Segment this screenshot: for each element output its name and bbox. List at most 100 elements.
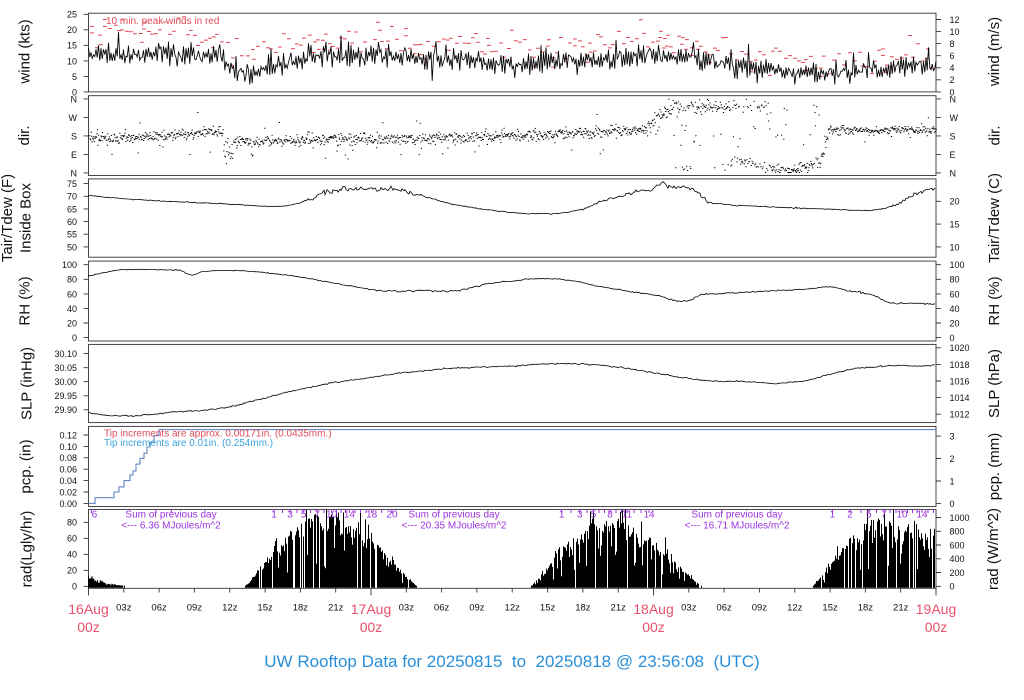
- svg-text:rad(Lgly/hr): rad(Lgly/hr): [19, 511, 36, 588]
- svg-text:RH (%): RH (%): [986, 276, 1003, 325]
- svg-text:800: 800: [950, 527, 965, 537]
- svg-text:40: 40: [950, 304, 960, 314]
- svg-text:10: 10: [950, 27, 960, 37]
- svg-text:<--- 16.71 MJoules/m^2: <--- 16.71 MJoules/m^2: [684, 521, 789, 532]
- svg-text:60: 60: [67, 217, 77, 227]
- svg-text:15z: 15z: [822, 603, 838, 614]
- svg-text:40: 40: [67, 304, 77, 314]
- svg-text:20: 20: [386, 510, 398, 521]
- svg-text:0.02: 0.02: [59, 487, 77, 497]
- svg-text:wind (m/s): wind (m/s): [986, 17, 1003, 87]
- svg-text:1: 1: [950, 476, 955, 486]
- svg-text:2: 2: [950, 454, 955, 464]
- svg-text:5: 5: [591, 510, 597, 521]
- svg-text:60: 60: [950, 289, 960, 299]
- svg-text:15z: 15z: [540, 603, 556, 614]
- svg-text:10: 10: [896, 510, 908, 521]
- svg-text:29.95: 29.95: [54, 391, 77, 401]
- svg-text:55: 55: [67, 230, 77, 240]
- svg-text:200: 200: [950, 568, 965, 578]
- svg-text:00z: 00z: [925, 619, 948, 635]
- svg-text:RH (%): RH (%): [17, 276, 34, 325]
- svg-text:18Aug: 18Aug: [633, 601, 673, 617]
- svg-text:00z: 00z: [77, 619, 100, 635]
- svg-text:12z: 12z: [505, 603, 521, 614]
- svg-text:06z: 06z: [151, 603, 167, 614]
- svg-text:7: 7: [881, 510, 887, 521]
- svg-text:20: 20: [67, 318, 77, 328]
- svg-text:<--- 6.36 MJoules/m^2: <--- 6.36 MJoules/m^2: [121, 521, 221, 532]
- svg-text:18z: 18z: [575, 603, 591, 614]
- svg-text:S: S: [950, 131, 956, 141]
- svg-text:Sum of previous day: Sum of previous day: [691, 510, 782, 521]
- svg-text:W: W: [950, 113, 959, 123]
- svg-text:14: 14: [916, 510, 928, 521]
- svg-text:<--- 20.35 MJoules/m^2: <--- 20.35 MJoules/m^2: [401, 521, 506, 532]
- svg-text:E: E: [71, 150, 77, 160]
- svg-text:12z: 12z: [787, 603, 803, 614]
- svg-text:8: 8: [950, 39, 955, 49]
- svg-text:20: 20: [950, 197, 960, 207]
- svg-text:3: 3: [577, 510, 583, 521]
- svg-text:14: 14: [344, 510, 356, 521]
- svg-text:N: N: [950, 168, 957, 178]
- svg-text:1014: 1014: [950, 393, 970, 403]
- svg-text:3: 3: [287, 510, 293, 521]
- svg-text:100: 100: [62, 260, 77, 270]
- svg-text:18: 18: [366, 510, 378, 521]
- svg-text:100: 100: [950, 260, 965, 270]
- svg-text:0.00: 0.00: [59, 499, 77, 509]
- svg-text:pcp. (in): pcp. (in): [18, 439, 35, 493]
- svg-text:80: 80: [67, 275, 77, 285]
- svg-text:1012: 1012: [950, 410, 970, 420]
- svg-text:UW Rooftop Data for 20250815: UW Rooftop Data for 20250815 to 20250818…: [264, 652, 759, 671]
- svg-text:75: 75: [67, 179, 77, 189]
- svg-text:4: 4: [950, 63, 955, 73]
- svg-text:N: N: [71, 94, 78, 104]
- svg-text:E: E: [950, 150, 956, 160]
- svg-text:S: S: [71, 131, 77, 141]
- svg-text:0.10: 0.10: [59, 442, 77, 452]
- svg-text:0: 0: [72, 333, 77, 343]
- svg-text:00z: 00z: [642, 619, 665, 635]
- svg-text:0: 0: [950, 582, 955, 592]
- svg-text:2: 2: [847, 510, 853, 521]
- svg-text:09z: 09z: [187, 603, 203, 614]
- svg-text:6: 6: [950, 51, 955, 61]
- svg-text:06z: 06z: [716, 603, 732, 614]
- svg-text:1: 1: [271, 510, 277, 521]
- svg-text:pcp. (mm): pcp. (mm): [986, 433, 1003, 501]
- svg-text:8: 8: [607, 510, 613, 521]
- svg-text:400: 400: [950, 554, 965, 564]
- svg-text:1000: 1000: [950, 513, 970, 523]
- svg-text:60: 60: [67, 289, 77, 299]
- svg-text:10: 10: [326, 510, 338, 521]
- svg-text:Sum of previous day: Sum of previous day: [125, 510, 216, 521]
- svg-text:1: 1: [830, 510, 836, 521]
- svg-text:14: 14: [643, 510, 655, 521]
- svg-text:11: 11: [622, 510, 633, 521]
- svg-text:10: 10: [950, 242, 960, 252]
- svg-text:3: 3: [950, 432, 955, 442]
- svg-text:10: 10: [67, 56, 77, 66]
- svg-text:21z: 21z: [893, 603, 909, 614]
- svg-text:80: 80: [950, 275, 960, 285]
- svg-text:rad (W/m^2): rad (W/m^2): [985, 508, 1002, 590]
- svg-text:Tair/Tdew (F): Tair/Tdew (F): [0, 174, 16, 262]
- svg-text:0: 0: [950, 499, 955, 509]
- svg-text:0.08: 0.08: [59, 453, 77, 463]
- svg-text:7: 7: [314, 510, 320, 521]
- svg-text:2: 2: [950, 75, 955, 85]
- svg-text:50: 50: [67, 242, 77, 252]
- svg-text:18z: 18z: [858, 603, 874, 614]
- svg-text:30.05: 30.05: [54, 363, 77, 373]
- svg-text:1020: 1020: [950, 343, 970, 353]
- svg-text:80: 80: [67, 518, 77, 528]
- svg-text:dir.: dir.: [16, 125, 33, 145]
- svg-text:Sum of previous day: Sum of previous day: [408, 510, 499, 521]
- svg-text:25: 25: [67, 10, 77, 20]
- svg-text:15: 15: [950, 220, 960, 230]
- svg-text:12z: 12z: [222, 603, 238, 614]
- svg-text:5: 5: [301, 510, 307, 521]
- svg-text:dir.: dir.: [987, 125, 1004, 145]
